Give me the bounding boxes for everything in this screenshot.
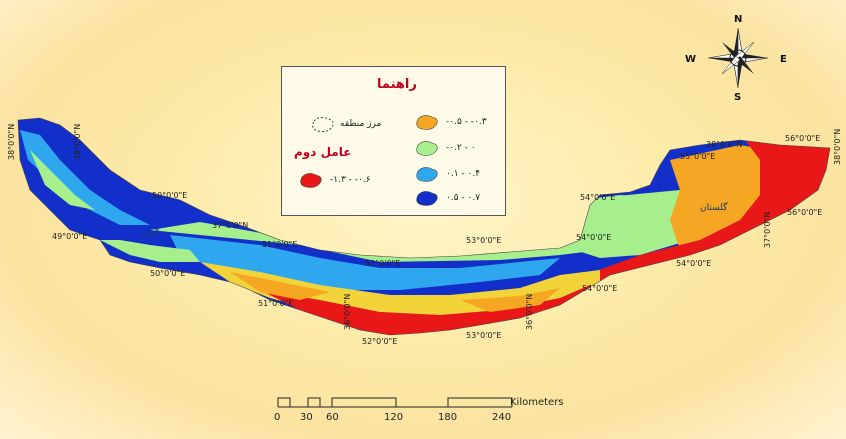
legend-swatch-darkblue <box>416 191 438 206</box>
coord-label: 38°0'0"N <box>73 124 82 160</box>
coord-label: 49°0'0"E <box>52 232 87 241</box>
coord-label: 36°0'0"N <box>343 294 352 330</box>
coord-label: 56°0'0"E <box>787 208 822 217</box>
coord-label: 55°0'0"E <box>680 152 715 161</box>
coord-label: 56°0'0"E <box>785 134 820 143</box>
scale-tick-label: 30 <box>300 412 313 423</box>
coord-label: 38°0'0"N <box>7 124 16 160</box>
boundary-swatch <box>312 116 334 132</box>
scale-tick-label: 240 <box>492 412 511 423</box>
legend-swatch-lightblue <box>416 167 438 182</box>
scale-tick-label: 120 <box>384 412 403 423</box>
compass-n-label: N <box>734 14 742 25</box>
legend-swatch-orange <box>416 115 438 130</box>
scale-tick-label: 0 <box>274 412 280 423</box>
coord-label: 54°0'0"E <box>676 259 711 268</box>
compass-rose-icon: N S E W <box>685 14 787 102</box>
legend-swatch-lightgreen <box>416 141 438 156</box>
scale-bar: 0 30 60 120 180 240 Kilometers <box>274 397 564 423</box>
legend-class-label: -۰.۲ - ۰ <box>446 143 476 153</box>
scale-unit-label: Kilometers <box>510 397 564 408</box>
coord-label: 54°0'0"E <box>576 233 611 242</box>
coord-label: 37°0'0"N <box>212 221 248 230</box>
coord-label: 53°0'0"E <box>466 331 501 340</box>
legend-swatch-red <box>300 173 322 188</box>
coord-label: 53°0'0"E <box>466 236 501 245</box>
legend-class-label: ۰.۵ - ۰.۷ <box>446 193 481 203</box>
coord-label: 54°0'0"E <box>580 193 615 202</box>
coord-label: 50°0'0"E <box>150 269 185 278</box>
coord-label: 52°0'0"E <box>365 259 400 268</box>
coord-label: 36°0'0"N <box>525 294 534 330</box>
scale-tick-label: 180 <box>438 412 457 423</box>
coord-label: 50°0'0"E <box>152 191 187 200</box>
compass-w-label: W <box>685 54 696 65</box>
region-label-golestan: گلستان <box>700 201 728 213</box>
coord-label: 52°0'0"E <box>362 337 397 346</box>
region-boundary <box>17 117 831 336</box>
coord-label: 37°0'0"N <box>763 212 772 248</box>
legend-subtitle: عامل دوم <box>294 145 352 159</box>
coord-label: 51°0'0"E <box>258 299 293 308</box>
scale-tick-label: 60 <box>326 412 339 423</box>
region-label-gilan: گیلان <box>140 227 160 239</box>
legend-box: راهنما مرز منطقه -۰.۵ - -۰.۳ -۰.۲ - ۰ ۰.… <box>281 66 506 216</box>
coord-label: 51°0'0"E <box>262 240 297 249</box>
legend-title: راهنما <box>377 77 417 92</box>
coord-label: 38°0'0"N <box>706 140 742 149</box>
compass-e-label: E <box>780 54 787 65</box>
legend-class-label: ۰.۱ - ۰.۴ <box>446 169 481 179</box>
compass-s-label: S <box>734 92 741 102</box>
legend-boundary-label: مرز منطقه <box>340 119 382 129</box>
coord-label: 38°0'0"N <box>833 129 842 165</box>
legend-class-label: -۱.۳ - -۰.۶ <box>330 175 371 185</box>
coord-label: 54°0'0"E <box>582 284 617 293</box>
coordinate-labels: 50°0'0"E 49°0'0"E 50°0'0"E 51°0'0"E 51°0… <box>7 124 842 346</box>
legend-class-label: -۰.۵ - -۰.۳ <box>446 117 487 127</box>
